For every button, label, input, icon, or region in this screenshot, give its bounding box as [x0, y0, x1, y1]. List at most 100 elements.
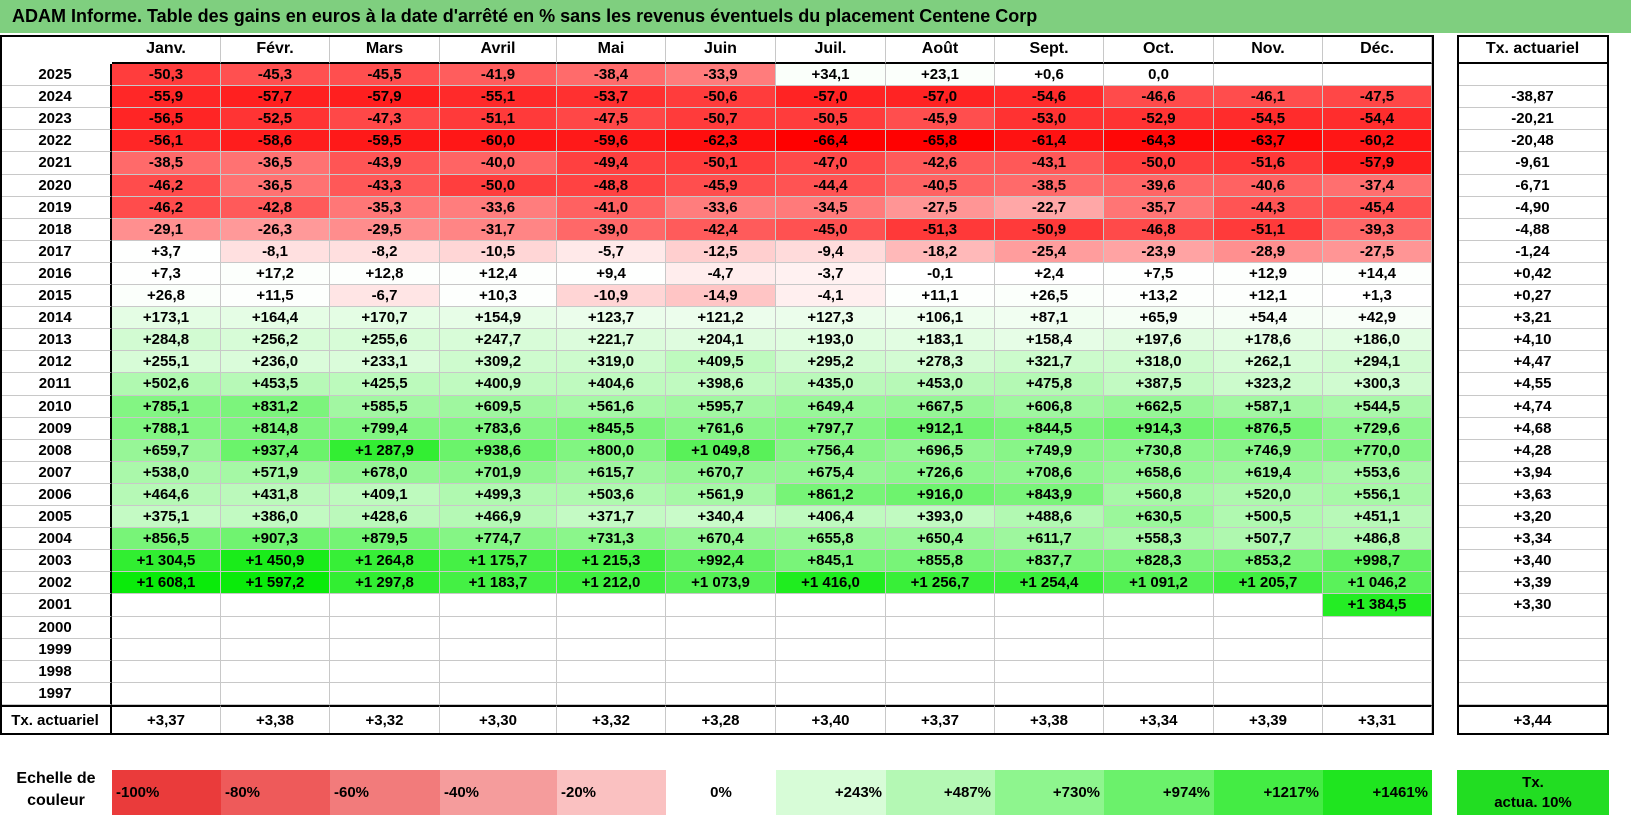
data-cell: +670,7	[666, 462, 776, 484]
data-cell: -42,6	[886, 152, 995, 175]
data-cell: +371,7	[557, 506, 666, 528]
data-cell: -46,1	[1214, 86, 1323, 108]
data-cell: -40,0	[440, 152, 557, 175]
data-cell: +453,5	[221, 373, 330, 396]
data-cell	[776, 617, 886, 639]
data-cell	[1323, 683, 1432, 705]
column-header: Juil.	[776, 35, 886, 64]
data-cell: +843,9	[995, 484, 1104, 506]
data-cell: +453,0	[886, 373, 995, 396]
data-cell: -40,6	[1214, 175, 1323, 197]
data-cell: -50,6	[666, 86, 776, 108]
data-cell: +173,1	[112, 307, 221, 329]
row-rate: -4,88	[1457, 219, 1609, 241]
data-cell	[440, 639, 557, 661]
data-cell: +406,4	[776, 506, 886, 528]
year-label: 2012	[0, 351, 112, 373]
row-rate: +3,30	[1457, 594, 1609, 617]
data-cell: +544,5	[1323, 396, 1432, 418]
footer-rate: +3,37	[112, 705, 221, 735]
data-cell: +587,1	[1214, 396, 1323, 418]
data-cell: +797,7	[776, 418, 886, 440]
row-rate: +4,10	[1457, 329, 1609, 351]
data-cell: +12,4	[440, 263, 557, 285]
data-cell	[330, 639, 440, 661]
data-cell: +611,7	[995, 528, 1104, 550]
data-cell	[1214, 661, 1323, 683]
data-cell: +502,6	[112, 373, 221, 396]
data-cell: -45,4	[1323, 197, 1432, 219]
data-cell	[1323, 617, 1432, 639]
column-header: Mars	[330, 35, 440, 64]
data-cell	[557, 594, 666, 617]
year-label: 2001	[0, 594, 112, 617]
data-cell: +571,9	[221, 462, 330, 484]
data-cell: +9,4	[557, 263, 666, 285]
data-cell	[557, 683, 666, 705]
data-cell: -29,5	[330, 219, 440, 241]
data-cell: +1 384,5	[1323, 594, 1432, 617]
data-cell: +914,3	[1104, 418, 1214, 440]
data-cell: +393,0	[886, 506, 995, 528]
data-cell: -9,4	[776, 241, 886, 263]
data-cell: -3,7	[776, 263, 886, 285]
year-label: 2022	[0, 130, 112, 152]
column-header: Avril	[440, 35, 557, 64]
data-cell: -22,7	[995, 197, 1104, 219]
year-label: 2010	[0, 396, 112, 418]
data-cell: -60,2	[1323, 130, 1432, 152]
data-cell: +503,6	[557, 484, 666, 506]
data-cell	[221, 639, 330, 661]
legend-swatch: +243%	[776, 770, 886, 815]
data-cell: -31,7	[440, 219, 557, 241]
data-cell: -45,5	[330, 64, 440, 86]
row-rate: +0,42	[1457, 263, 1609, 285]
data-cell: +318,0	[1104, 351, 1214, 373]
data-cell: +42,9	[1323, 307, 1432, 329]
legend-swatch: +730%	[995, 770, 1104, 815]
data-cell	[666, 639, 776, 661]
legend-swatch: -60%	[330, 770, 440, 815]
data-cell: +774,7	[440, 528, 557, 550]
data-cell: +10,3	[440, 285, 557, 307]
data-cell: -46,6	[1104, 86, 1214, 108]
data-cell: -52,9	[1104, 108, 1214, 130]
data-cell: +23,1	[886, 64, 995, 86]
data-cell: +828,3	[1104, 550, 1214, 572]
data-cell: -45,0	[776, 219, 886, 241]
data-cell	[1323, 661, 1432, 683]
data-cell: -12,5	[666, 241, 776, 263]
data-cell: +204,1	[666, 329, 776, 351]
data-cell	[995, 594, 1104, 617]
year-label: 2020	[0, 175, 112, 197]
data-cell: +255,6	[330, 329, 440, 351]
data-cell	[1104, 594, 1214, 617]
data-cell: -5,7	[557, 241, 666, 263]
data-cell: +845,1	[776, 550, 886, 572]
data-cell: +500,5	[1214, 506, 1323, 528]
data-cell: +12,1	[1214, 285, 1323, 307]
data-cell: -42,8	[221, 197, 330, 219]
data-cell	[221, 594, 330, 617]
data-cell: +844,5	[995, 418, 1104, 440]
data-cell: +879,5	[330, 528, 440, 550]
data-cell: +499,3	[440, 484, 557, 506]
data-cell: -52,5	[221, 108, 330, 130]
data-cell: -33,9	[666, 64, 776, 86]
data-cell: -8,2	[330, 241, 440, 263]
data-cell: +788,1	[112, 418, 221, 440]
data-cell	[112, 594, 221, 617]
data-cell: -51,6	[1214, 152, 1323, 175]
data-cell: +409,5	[666, 351, 776, 373]
data-cell: +164,4	[221, 307, 330, 329]
data-cell	[1104, 683, 1214, 705]
data-cell	[666, 661, 776, 683]
legend-swatch: +1217%	[1214, 770, 1323, 815]
data-cell: +507,7	[1214, 528, 1323, 550]
data-cell: -51,3	[886, 219, 995, 241]
data-cell: +11,5	[221, 285, 330, 307]
data-cell: +658,6	[1104, 462, 1214, 484]
data-cell: -35,7	[1104, 197, 1214, 219]
data-cell: +1 297,8	[330, 572, 440, 594]
row-rate: +3,40	[1457, 550, 1609, 572]
